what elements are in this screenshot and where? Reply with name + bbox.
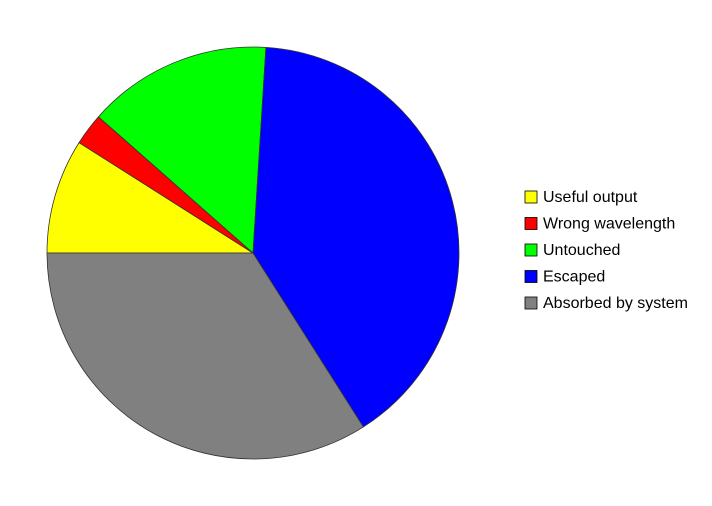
pie-slices [46, 46, 460, 460]
legend-swatch [524, 190, 538, 204]
legend-swatch [524, 243, 538, 257]
legend-label: Useful output [543, 189, 638, 206]
legend: Useful output Wrong wavelength Untouched Es… [524, 189, 688, 312]
legend-swatch [524, 217, 538, 230]
legend-label: Untouched [543, 242, 620, 259]
legend-swatch [524, 296, 538, 310]
pie-slice-useful-output [46, 142, 255, 254]
legend-item-wrong-wavelength: Wrong wavelength [524, 216, 675, 233]
legend-item-escaped: Escaped [524, 269, 605, 286]
legend-item-useful-output: Useful output [524, 189, 638, 206]
legend-label: Escaped [543, 269, 605, 286]
pie-slice-absorbed-by-system [46, 252, 364, 460]
legend-item-untouched: Untouched [524, 242, 620, 259]
legend-label: Wrong wavelength [543, 216, 675, 233]
pie-slice-escaped [252, 46, 460, 428]
legend-label: Absorbed by system [543, 295, 688, 312]
pie-slice-untouched [97, 46, 267, 254]
legend-item-absorbed-by-system: Absorbed by system [524, 295, 688, 312]
legend-swatch [524, 270, 538, 283]
